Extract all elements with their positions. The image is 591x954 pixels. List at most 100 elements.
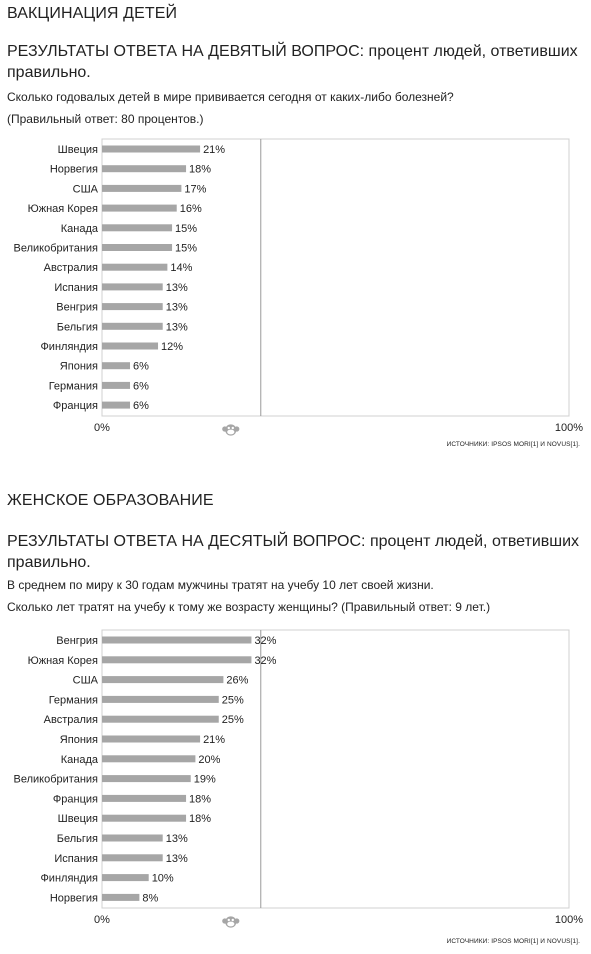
monkey-eye-right bbox=[231, 426, 234, 430]
bar bbox=[102, 401, 131, 409]
bar bbox=[102, 735, 201, 743]
bar bbox=[102, 656, 252, 664]
value-label: 18% bbox=[189, 793, 211, 805]
value-label: 20% bbox=[198, 754, 220, 766]
bar bbox=[102, 636, 252, 644]
monkey-eye-left bbox=[227, 426, 230, 430]
source-note: ИСТОЧНИКИ: IPSOS MORI[1] И NOVUS[1]. bbox=[446, 441, 580, 448]
category-label: Южная Корея bbox=[28, 655, 98, 667]
x-tick-label: 0% bbox=[94, 422, 110, 434]
category-label: Норвегия bbox=[50, 892, 98, 904]
bar bbox=[102, 695, 219, 703]
x-tick-label: 0% bbox=[94, 914, 110, 926]
education-section: ЖЕНСКОЕ ОБРАЗОВАНИЕ РЕЗУЛЬТАТЫ ОТВЕТА НА… bbox=[0, 486, 591, 954]
answer-text: (Правильный ответ: 80 процентов.) bbox=[7, 112, 204, 126]
bar bbox=[102, 184, 182, 192]
bar bbox=[102, 263, 168, 271]
category-label: Великобритания bbox=[14, 774, 99, 786]
plot-frame bbox=[101, 629, 570, 909]
value-label: 18% bbox=[189, 164, 211, 176]
value-label: 14% bbox=[170, 262, 192, 274]
bar bbox=[102, 676, 224, 684]
chart-svg: Венгрия 32% Южная Корея 32% США 26% Германия 25… bbox=[14, 629, 583, 928]
bar bbox=[102, 204, 177, 212]
category-label: Бельгия bbox=[57, 833, 98, 845]
monkey-logo-icon bbox=[222, 424, 240, 436]
bar bbox=[102, 874, 149, 882]
value-label: 25% bbox=[222, 714, 244, 726]
category-label: Венгрия bbox=[56, 635, 98, 647]
bar bbox=[102, 834, 163, 842]
category-label: Франция bbox=[53, 400, 98, 412]
category-label: Испания bbox=[54, 853, 98, 865]
category-label: Южная Корея bbox=[28, 203, 98, 215]
chart-svg: Швеция 21% Норвегия 18% США 17% Южная Корея 16%… bbox=[14, 138, 583, 436]
category-label: Германия bbox=[49, 380, 98, 392]
monkey-eye-left bbox=[227, 918, 230, 922]
category-label: Великобритания bbox=[14, 243, 99, 255]
value-label: 6% bbox=[133, 400, 149, 412]
value-label: 15% bbox=[175, 223, 197, 235]
value-label: 6% bbox=[133, 361, 149, 373]
bar bbox=[102, 342, 159, 350]
bar bbox=[102, 322, 163, 330]
category-label: Венгрия bbox=[56, 302, 98, 314]
category-label: Норвегия bbox=[50, 164, 98, 176]
value-label: 12% bbox=[161, 341, 183, 353]
x-tick-label: 100% bbox=[555, 914, 583, 926]
value-label: 15% bbox=[175, 243, 197, 255]
value-label: 13% bbox=[166, 302, 188, 314]
monkey-logo-icon bbox=[222, 916, 240, 928]
vaccination-bar-chart: Швеция 21% Норвегия 18% США 17% Южная Корея 16%… bbox=[14, 138, 583, 436]
section-title: ЖЕНСКОЕ ОБРАЗОВАНИЕ bbox=[7, 492, 214, 509]
value-label: 17% bbox=[184, 183, 206, 195]
bar bbox=[102, 854, 163, 862]
category-label: Канада bbox=[61, 223, 99, 235]
category-label: Финляндия bbox=[40, 873, 98, 885]
category-label: Австралия bbox=[44, 262, 98, 274]
category-label: Австралия bbox=[44, 714, 98, 726]
vaccination-section: ВАКЦИНАЦИЯ ДЕТЕЙ РЕЗУЛЬТАТЫ ОТВЕТА НА ДЕ… bbox=[7, 5, 583, 448]
value-label: 18% bbox=[189, 813, 211, 825]
category-label: Финляндия bbox=[40, 341, 98, 353]
value-label: 6% bbox=[133, 380, 149, 392]
bar bbox=[102, 381, 131, 389]
category-label: США bbox=[73, 183, 99, 195]
category-label: Испания bbox=[54, 282, 98, 294]
value-label: 26% bbox=[226, 675, 248, 687]
monkey-eye-right bbox=[231, 918, 234, 922]
bar bbox=[102, 283, 163, 291]
value-label: 21% bbox=[203, 144, 225, 156]
value-label: 13% bbox=[166, 321, 188, 333]
value-label: 13% bbox=[166, 833, 188, 845]
category-label: Германия bbox=[49, 694, 98, 706]
value-label: 13% bbox=[166, 282, 188, 294]
education-bar-chart: Венгрия 32% Южная Корея 32% США 26% Германия 25… bbox=[0, 486, 591, 954]
value-label: 32% bbox=[254, 655, 276, 667]
monkey-face bbox=[227, 921, 235, 927]
question-text: Сколько годовалых детей в мире прививает… bbox=[7, 90, 454, 104]
monkey-face bbox=[227, 429, 235, 435]
category-label: Бельгия bbox=[57, 321, 98, 333]
plot-frame bbox=[101, 138, 570, 417]
bar bbox=[102, 244, 173, 251]
source-note: ИСТОЧНИКИ: IPSOS MORI[1] И NOVUS[1]. bbox=[446, 938, 580, 945]
value-label: 10% bbox=[152, 873, 174, 885]
value-label: 13% bbox=[166, 853, 188, 865]
bar bbox=[102, 814, 187, 822]
category-label: Швеция bbox=[58, 813, 98, 825]
bar bbox=[102, 303, 163, 311]
section-subtitle: РЕЗУЛЬТАТЫ ОТВЕТА НА ДЕСЯТЫЙ ВОПРОС: про… bbox=[7, 533, 580, 571]
category-label: Япония bbox=[60, 361, 98, 373]
bar bbox=[102, 362, 131, 370]
value-label: 8% bbox=[142, 892, 158, 904]
bar bbox=[102, 145, 201, 153]
question-text: В среднем по миру к 30 годам мужчины тра… bbox=[7, 578, 434, 592]
section-title: ВАКЦИНАЦИЯ ДЕТЕЙ bbox=[7, 5, 178, 22]
category-label: Канада bbox=[61, 754, 99, 766]
category-label: США bbox=[73, 675, 99, 687]
bar bbox=[102, 165, 187, 173]
category-label: Франция bbox=[53, 793, 98, 805]
x-tick-label: 100% bbox=[555, 422, 583, 434]
bar bbox=[102, 224, 173, 232]
